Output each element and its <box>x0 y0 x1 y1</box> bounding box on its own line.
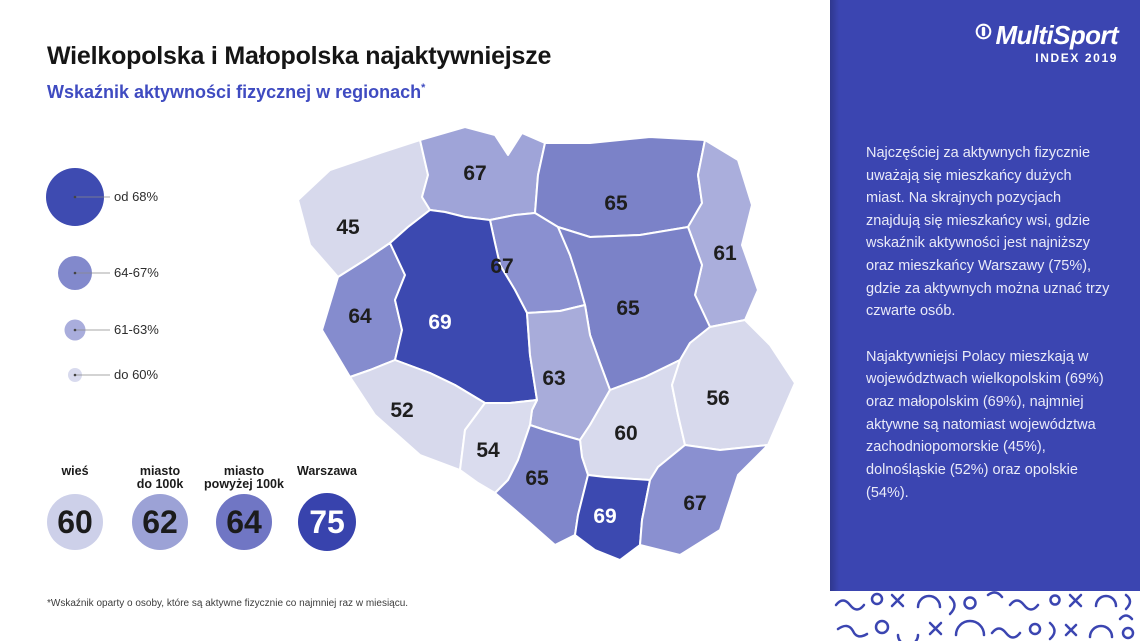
doodle-pattern-band <box>830 591 1140 641</box>
page-subtitle: Wskaźnik aktywności fizycznej w regionac… <box>47 82 425 103</box>
legend-label: 64-67% <box>114 265 159 280</box>
region-value-dolnoslaskie: 52 <box>390 399 413 422</box>
multisport-logo-text: MultiSport <box>995 20 1118 50</box>
page-title: Wielkopolska i Małopolska najaktywniejsz… <box>47 42 552 70</box>
city-stat-label: Warszawa <box>297 464 358 478</box>
region-value-opolskie: 54 <box>476 439 500 462</box>
city-stat-label: miasto <box>224 464 265 478</box>
legend-label: 61-63% <box>114 322 159 337</box>
legend-callout-dot <box>73 373 77 377</box>
region-value-podlaskie: 61 <box>713 242 737 265</box>
city-stat-label: wieś <box>60 464 88 478</box>
legend-label: do 60% <box>114 367 159 382</box>
city-stat-value: 75 <box>309 504 345 540</box>
multisport-logo: MultiSport INDEX 2019 <box>975 20 1119 65</box>
region-value-lubelskie: 56 <box>706 387 729 410</box>
region-slaskie <box>494 424 589 546</box>
region-value-swietokrzyskie: 60 <box>614 422 637 445</box>
legend-item-61-63: 61-63% <box>64 319 159 341</box>
region-value-wielkopolskie: 69 <box>428 311 451 334</box>
bubble-legend: od 68% 64-67% 61-63% do 60% <box>46 168 159 382</box>
city-size-breakdown: wieś 60 miasto do 100k 62 miasto powyżej… <box>47 464 358 551</box>
region-value-lubuskie: 64 <box>348 305 372 328</box>
city-stat-miasto-do-100k: miasto do 100k 62 <box>132 464 188 550</box>
legend-item-od-68: od 68% <box>46 168 159 226</box>
region-value-lodzkie: 63 <box>542 367 565 390</box>
city-stat-value: 60 <box>57 504 93 540</box>
city-stat-bubble <box>132 494 188 550</box>
region-malopolskie <box>574 474 651 561</box>
city-stat-value: 64 <box>226 504 262 540</box>
region-podkarpackie <box>639 444 769 556</box>
city-stat-warszawa: Warszawa 75 <box>297 464 358 551</box>
sidebar-paragraph-1: Najczęściej za aktywnych fizycznie uważa… <box>866 145 1110 320</box>
region-value-podkarpackie: 67 <box>683 492 706 515</box>
multisport-logo-subtext: INDEX 2019 <box>1035 51 1118 65</box>
city-stat-label-line2: do 100k <box>137 477 184 491</box>
region-podlaskie <box>687 139 759 328</box>
poland-choropleth-map: 45 67 65 61 67 64 69 65 63 52 54 60 56 6… <box>297 126 796 561</box>
region-value-warminsko-mazurskie: 65 <box>604 192 628 215</box>
region-value-kujawsko-pomorskie: 67 <box>490 255 513 278</box>
city-stat-wies: wieś 60 <box>47 464 103 550</box>
multisport-logo-icon <box>976 23 992 40</box>
legend-item-64-67: 64-67% <box>58 256 159 290</box>
doodle-pattern <box>834 591 1135 641</box>
region-value-mazowieckie: 65 <box>616 297 640 320</box>
legend-callout-dot <box>73 328 77 332</box>
city-stat-bubble <box>47 494 103 550</box>
region-value-slaskie: 65 <box>525 467 549 490</box>
region-value-pomorskie: 67 <box>463 162 486 185</box>
legend-item-do-60: do 60% <box>68 367 159 382</box>
legend-callout-dot <box>73 271 77 275</box>
city-stat-label: miasto <box>140 464 181 478</box>
footnote: *Wskaźnik oparty o osoby, które są aktyw… <box>47 598 409 609</box>
city-stat-bubble <box>298 493 356 551</box>
sidebar-paragraph-2: Najaktywniejsi Polacy mieszkają w wojewó… <box>866 348 1104 501</box>
city-stat-bubble <box>216 494 272 550</box>
region-warminsko-mazurskie <box>534 136 706 238</box>
city-stat-label-line2: powyżej 100k <box>204 477 284 491</box>
legend-callout-dot <box>73 195 77 199</box>
footnote-asterisk: * <box>421 82 426 94</box>
region-value-zachodniopomorskie: 45 <box>336 216 360 239</box>
legend-label: od 68% <box>114 189 159 204</box>
sidebar-commentary: Najczęściej za aktywnych fizycznie uważa… <box>866 142 1112 527</box>
city-stat-miasto-powyzej-100k: miasto powyżej 100k 64 <box>204 464 284 550</box>
region-value-malopolskie: 69 <box>593 505 616 528</box>
page-subtitle-text: Wskaźnik aktywności fizycznej w regionac… <box>47 82 422 102</box>
city-stat-value: 62 <box>142 504 178 540</box>
sidebar: MultiSport INDEX 2019 Najczęściej za akt… <box>830 0 1140 641</box>
